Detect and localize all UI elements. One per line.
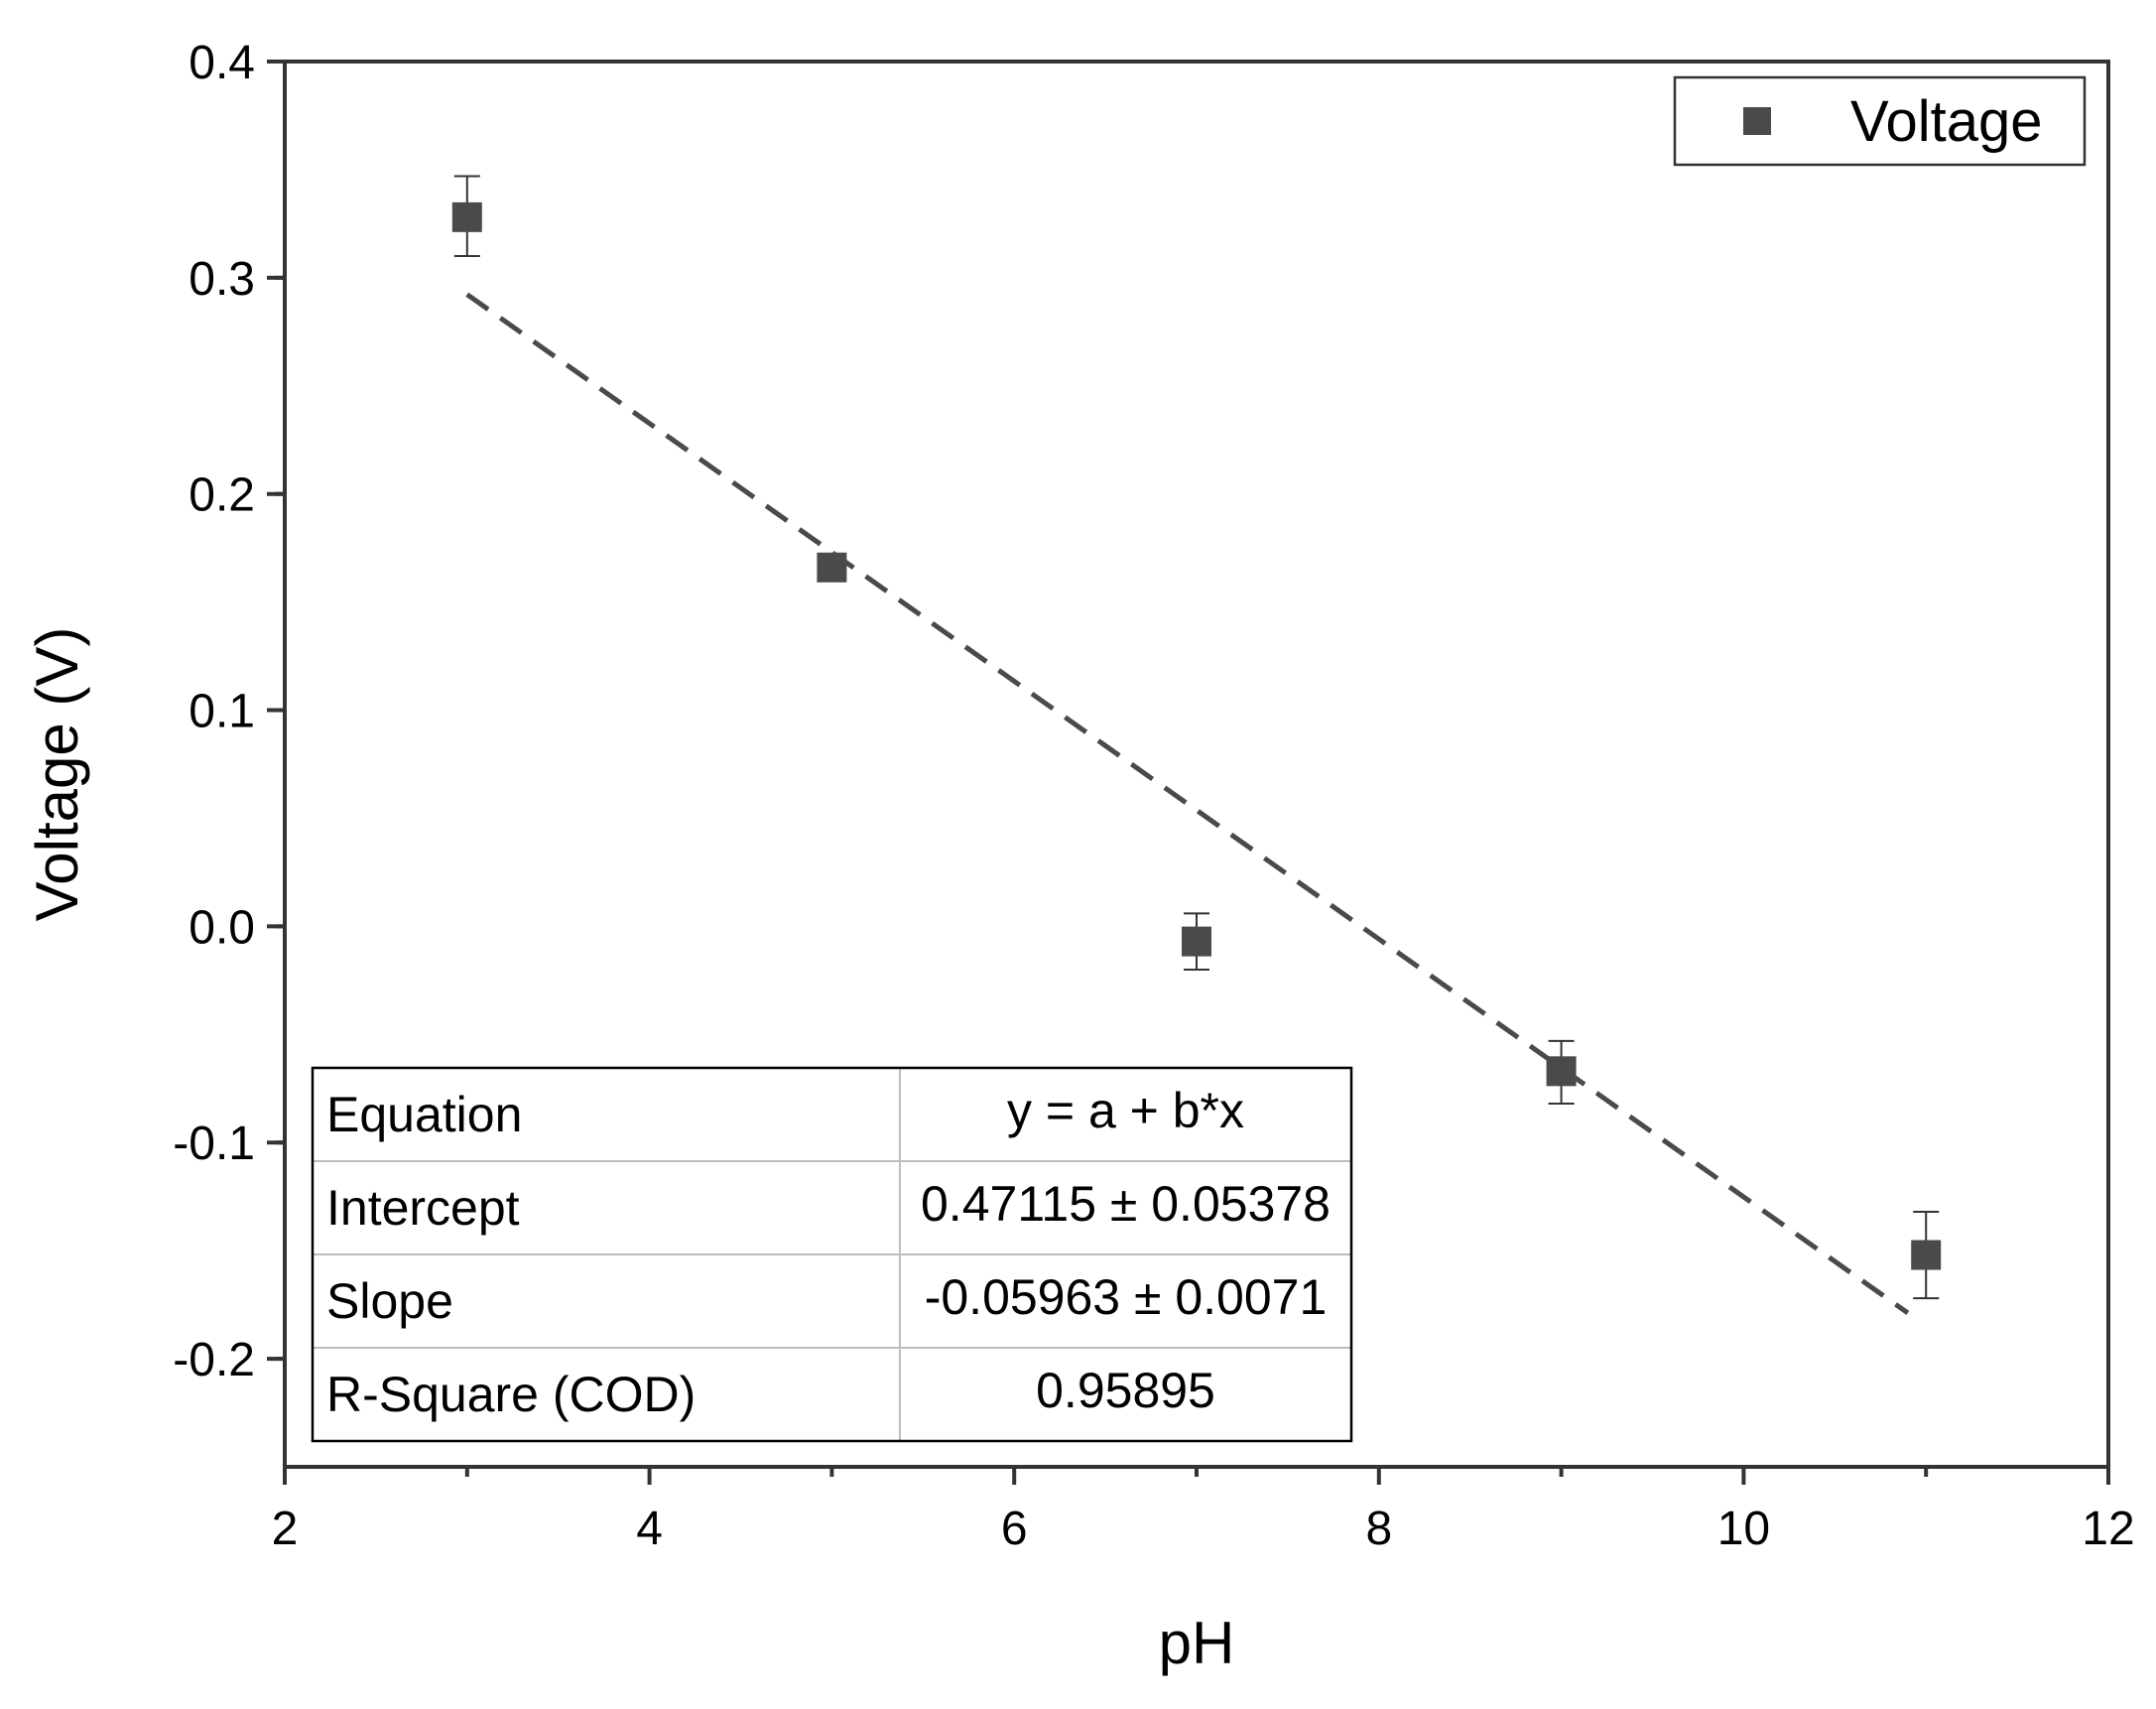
data-point [1182, 926, 1211, 957]
axes: 2 4 6 8 10 12 0.4 0.3 0.2 0.1 0.0 -0.1 -0.2 pH Voltage… [24, 37, 2135, 1676]
x-axis-title: pH [1159, 1610, 1235, 1676]
x-tick-label: 12 [2082, 1503, 2134, 1555]
x-tick-label: 6 [1001, 1503, 1028, 1555]
x-tick-label: 2 [272, 1503, 299, 1555]
y-tick-label: 0.2 [189, 469, 255, 522]
y-tick-label: 0.1 [189, 686, 255, 738]
legend: Voltage [1673, 75, 2087, 167]
y-tick-label: 0.4 [189, 37, 255, 89]
fit-table-key: Equation [326, 1087, 522, 1142]
fit-table-border [311, 1066, 1353, 1443]
fit-table-key: Slope [326, 1273, 453, 1329]
data-point [817, 552, 847, 583]
data-point [1911, 1240, 1942, 1270]
fit-table: Equation y = a + b*x Intercept 0.47115 ± 0.… [311, 1066, 1353, 1443]
legend-label: Voltage [1850, 89, 2043, 154]
marks-layer [451, 175, 1942, 1300]
fit-table-key: R-Square (COD) [326, 1367, 696, 1422]
legend-marker [1743, 107, 1771, 135]
x-tick-label: 4 [636, 1503, 663, 1555]
fit-layer [465, 292, 1910, 1315]
fit-table-key: Intercept [326, 1180, 520, 1236]
y-tick-label: 0.3 [189, 253, 255, 306]
fit-table-value: 0.47115 ± 0.05378 [921, 1176, 1331, 1232]
y-axis-title: Voltage (V) [24, 627, 90, 922]
y-tick-label: -0.1 [173, 1117, 255, 1170]
data-point [1546, 1056, 1577, 1087]
data-point [451, 201, 482, 232]
legend-box [1673, 75, 2087, 167]
x-tick-label: 10 [1717, 1503, 1770, 1555]
fit-table-value: -0.05963 ± 0.0071 [925, 1269, 1328, 1325]
x-tick-label: 8 [1365, 1503, 1392, 1555]
y-tick-label: -0.2 [173, 1334, 255, 1386]
y-tick-label: 0.0 [189, 901, 255, 954]
fit-table-value: 0.95895 [1036, 1363, 1215, 1418]
fit-line [465, 292, 1910, 1315]
fit-table-value: y = a + b*x [1007, 1083, 1244, 1138]
